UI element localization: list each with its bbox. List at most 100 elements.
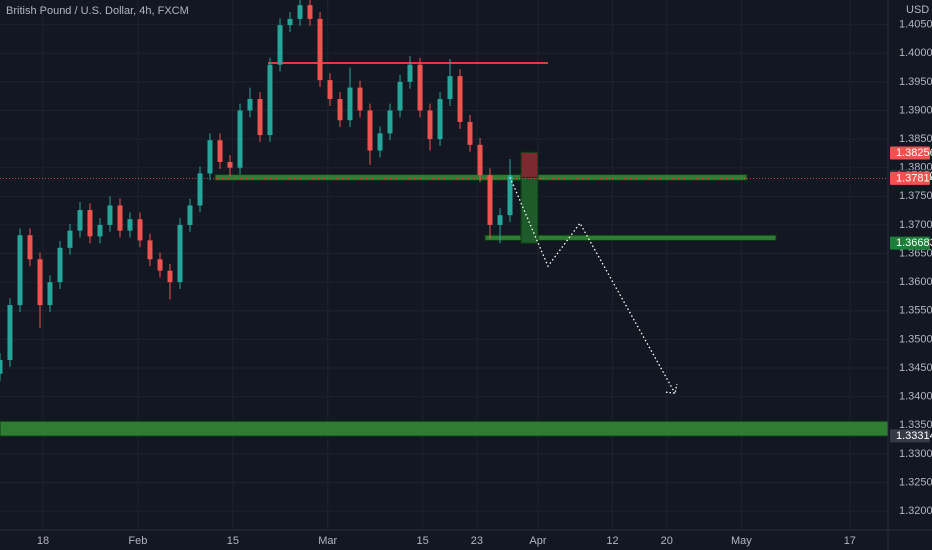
candle-body: [27, 235, 33, 260]
y-tick-label: 1.39500: [899, 76, 932, 88]
candle-body: [47, 282, 53, 306]
candle-body: [337, 99, 343, 121]
candle-body: [237, 110, 243, 168]
candle-body: [107, 205, 113, 225]
y-tick-label: 1.32500: [899, 476, 932, 488]
y-tick-label: 1.37000: [899, 219, 932, 231]
candle-body: [7, 305, 13, 361]
candle-body: [77, 210, 83, 231]
candle-body: [197, 173, 203, 206]
candle-body: [297, 5, 303, 19]
candle-body: [57, 247, 63, 283]
candle-body: [17, 235, 23, 306]
y-tick-label: 1.36500: [899, 247, 932, 259]
y-tick-label: 1.40500: [899, 19, 932, 31]
zone: [520, 151, 539, 178]
x-tick-label: Feb: [128, 535, 147, 547]
candle-body: [147, 240, 153, 260]
candle-body: [437, 99, 443, 140]
y-tick-label: 1.40000: [899, 47, 932, 59]
candle-body: [487, 175, 493, 225]
x-tick-label: May: [731, 535, 752, 547]
price-tag-label: 1.37814: [896, 172, 932, 184]
x-tick-label: 12: [606, 535, 618, 547]
x-tick-label: 18: [37, 535, 49, 547]
price-tag: [890, 236, 930, 250]
candle-body: [347, 87, 353, 121]
candle-body: [407, 64, 413, 82]
candle-body: [287, 18, 293, 26]
candle-body: [117, 205, 123, 231]
candle-body: [417, 64, 423, 111]
candle-body: [267, 64, 273, 136]
zone: [0, 420, 889, 437]
y-tick-label: 1.39000: [899, 104, 932, 116]
price-tag: [890, 429, 930, 443]
y-tick-label: 1.33000: [899, 448, 932, 460]
candle-body: [207, 140, 213, 174]
chart-title: British Pound / U.S. Dollar, 4h, FXCM: [6, 5, 189, 17]
candle-body: [457, 76, 463, 122]
y-tick-label: 1.38500: [899, 133, 932, 145]
x-tick-label: 20: [661, 535, 673, 547]
candle-body: [127, 219, 133, 231]
grid: [0, 0, 888, 530]
candle-body: [377, 133, 383, 151]
candle-body: [87, 210, 93, 237]
candle-body: [257, 99, 263, 136]
candle-body: [477, 144, 483, 176]
candle-body: [187, 205, 193, 225]
candle-body: [167, 270, 173, 283]
candle-body: [67, 230, 73, 248]
y-tick-label: 1.34500: [899, 362, 932, 374]
candle-body: [447, 76, 453, 100]
candle-body: [37, 259, 43, 306]
price-tag: [890, 171, 930, 185]
price-tag-label: 1.33314: [896, 430, 932, 442]
zone: [484, 234, 777, 241]
candle-body: [157, 259, 163, 271]
x-tick-label: 15: [227, 535, 239, 547]
y-tick-label: 1.35000: [899, 333, 932, 345]
x-tick-label: Apr: [529, 535, 546, 547]
plot: [0, 0, 889, 437]
candle-body: [367, 110, 373, 151]
candle-body: [317, 18, 323, 81]
candle-body: [397, 81, 403, 111]
candle-body: [387, 110, 393, 134]
y-tick-label: 1.33500: [899, 419, 932, 431]
projection-arrowhead: [665, 384, 678, 394]
candle-body: [467, 121, 473, 145]
price-tag-label: 1.36683: [896, 237, 932, 249]
candle-body: [507, 175, 513, 216]
candle-body: [427, 110, 433, 140]
candle-body: [0, 360, 3, 374]
candle-body: [247, 99, 253, 111]
axes: 1.32000 1.32500 1.33000 1.33500 1.34000 1.345…: [37, 19, 932, 547]
candle-body: [217, 140, 223, 162]
y-tick-label: 1.37500: [899, 190, 932, 202]
currency-label: USD: [906, 4, 929, 16]
candle-body: [497, 215, 503, 225]
x-tick-label: Mar: [318, 535, 337, 547]
zone: [214, 174, 748, 181]
candle-body: [327, 80, 333, 100]
zone: [520, 176, 539, 244]
x-tick-label: 23: [471, 535, 483, 547]
y-tick-label: 1.35500: [899, 305, 932, 317]
candle-body: [227, 161, 233, 168]
price-tag: [890, 146, 930, 160]
candle-body: [137, 219, 143, 241]
y-tick-label: 1.34000: [899, 391, 932, 403]
x-tick-label: 17: [844, 535, 856, 547]
candle-body: [177, 224, 183, 283]
candle-body: [357, 87, 363, 111]
price-tag-label: 1.38256: [896, 147, 932, 159]
candle-body: [97, 224, 103, 237]
y-tick-label: 1.36000: [899, 276, 932, 288]
projection-path: [509, 176, 676, 394]
candle-body: [277, 25, 283, 65]
y-tick-label: 1.32000: [899, 505, 932, 517]
